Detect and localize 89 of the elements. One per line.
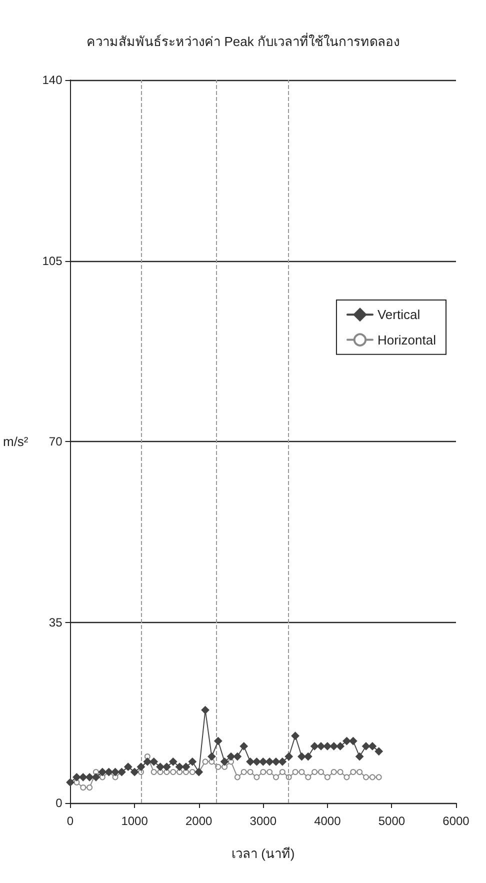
point: [247, 769, 254, 776]
point: [310, 742, 319, 750]
point: [98, 768, 106, 776]
legend-label: Vertical: [377, 307, 420, 322]
x-tick-label: 3000: [250, 814, 277, 828]
point: [279, 769, 286, 776]
point: [278, 758, 286, 766]
point: [356, 769, 363, 776]
point: [336, 742, 344, 750]
point: [214, 737, 222, 746]
point: [316, 742, 325, 750]
point: [298, 752, 306, 761]
point: [368, 742, 376, 750]
point: [318, 769, 324, 776]
point: [273, 774, 279, 780]
point: [252, 758, 261, 766]
point: [344, 774, 350, 780]
y-tick-label: 105: [42, 254, 63, 268]
point: [266, 758, 274, 766]
point: [234, 774, 240, 780]
point: [260, 769, 266, 776]
point: [72, 773, 81, 782]
point: [284, 752, 293, 761]
x-tick-label: 0: [66, 814, 74, 828]
point: [182, 762, 190, 771]
point: [362, 742, 370, 750]
point: [150, 758, 158, 766]
point: [266, 769, 273, 776]
point: [201, 706, 210, 714]
y-tick-label: 70: [48, 434, 63, 448]
point: [259, 758, 268, 766]
x-tick-label: 5000: [378, 814, 406, 828]
y-tick-label: 35: [48, 615, 63, 630]
point: [189, 769, 196, 776]
point: [342, 737, 351, 746]
point: [162, 762, 171, 771]
point: [208, 752, 216, 761]
point: [86, 784, 93, 791]
point: [220, 758, 229, 766]
point: [222, 764, 228, 770]
point: [254, 774, 260, 780]
point: [226, 752, 235, 761]
point: [304, 752, 312, 761]
point: [330, 769, 337, 776]
point: [240, 742, 248, 750]
x-axis-title: เวลา (นาที): [231, 846, 295, 861]
point: [305, 774, 312, 780]
point: [337, 769, 344, 776]
point: [363, 774, 369, 780]
legend-label: Horizontal: [377, 332, 436, 348]
y-tick-label: 0: [56, 796, 63, 810]
point: [169, 758, 178, 766]
point: [136, 762, 145, 771]
point: [350, 769, 356, 776]
point: [170, 769, 176, 776]
point: [376, 774, 382, 780]
point: [312, 769, 318, 776]
point: [233, 752, 242, 761]
point: [323, 742, 332, 750]
point: [215, 764, 222, 770]
point: [291, 732, 300, 740]
point: [92, 773, 100, 782]
point: [156, 762, 164, 771]
point: [150, 769, 157, 776]
chart-title: ความสัมพันธ์ระหว่างค่า Peak กับเวลาที่ใช้ในการทดลอง: [86, 33, 400, 49]
point: [176, 762, 184, 771]
point: [79, 773, 88, 782]
point: [80, 784, 86, 791]
point: [272, 758, 280, 766]
y-tick-label: 140: [42, 73, 63, 87]
x-tick-label: 2000: [185, 814, 213, 828]
point: [246, 758, 254, 766]
point: [330, 742, 338, 750]
x-tick-label: 1000: [121, 814, 148, 828]
point: [324, 774, 330, 780]
point: [143, 758, 152, 766]
x-tick-label: 6000: [442, 814, 470, 828]
point: [292, 769, 298, 776]
point: [374, 747, 383, 756]
point: [86, 773, 94, 782]
point: [298, 769, 305, 776]
y-axis-title: m/s²: [2, 434, 29, 449]
point: [369, 774, 376, 780]
point: [349, 737, 358, 746]
point: [356, 752, 364, 761]
x-tick-label: 4000: [314, 814, 342, 828]
point: [188, 758, 196, 766]
point: [202, 758, 208, 765]
point: [240, 769, 247, 776]
